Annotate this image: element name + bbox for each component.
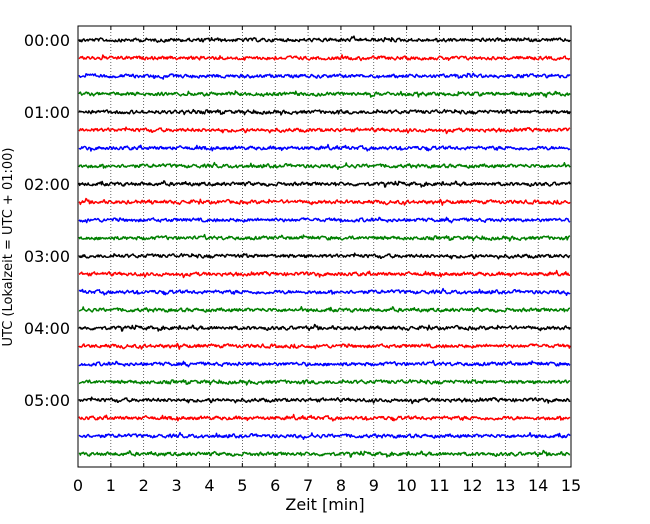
seismogram-trace-0030	[78, 72, 571, 80]
x-tick-label: 14	[528, 476, 548, 495]
y-axis-label: UTC (Lokalzeit = UTC + 01:00)	[1, 148, 16, 347]
seismogram-trace-0145	[78, 161, 571, 170]
seismogram-trace-0500	[78, 396, 571, 405]
seismogram-trace-0115	[78, 126, 571, 135]
trace-layer	[78, 35, 571, 458]
y-tick-label: 01:00	[24, 103, 70, 122]
seismogram-trace-0015	[78, 54, 571, 62]
y-tick-label: 00:00	[24, 31, 70, 50]
x-tick-label: 5	[237, 476, 247, 495]
y-tick-label: 04:00	[24, 319, 70, 338]
seismogram-trace-0330	[78, 287, 571, 296]
x-tick-label: 13	[495, 476, 515, 495]
seismogram-trace-0445	[78, 378, 571, 386]
x-tick-label: 0	[73, 476, 83, 495]
seismogram-trace-0245	[78, 233, 571, 242]
y-tick-label: 02:00	[24, 175, 70, 194]
x-tick-label: 6	[270, 476, 280, 495]
seismogram-trace-0345	[78, 306, 571, 313]
seismogram-trace-0530	[78, 431, 571, 440]
seismogram-trace-0215	[78, 197, 571, 206]
x-axis-ticks: 0 1 2 3 4 5 6 7 8 9 10 11 12 13 14 15	[73, 26, 581, 495]
seismogram-trace-0515	[78, 413, 571, 422]
x-tick-label: 9	[369, 476, 379, 495]
x-tick-label: 10	[396, 476, 416, 495]
plot-frame	[77, 25, 572, 468]
seismogram-trace-0200	[78, 180, 571, 188]
seismogram-trace-0230	[78, 216, 571, 224]
x-axis-label: Zeit [min]	[285, 495, 364, 514]
x-tick-label: 7	[303, 476, 313, 495]
seismogram-trace-0315	[78, 269, 571, 279]
x-tick-label: 4	[204, 476, 214, 495]
y-tick-label: 05:00	[24, 391, 70, 410]
seismogram-trace-0545	[78, 449, 571, 458]
y-axis-ticks: 00:00 01:00 02:00 03:00 04:00 05:00	[24, 31, 82, 410]
seismogram-trace-0400	[78, 323, 571, 332]
seismogram-trace-0045	[78, 90, 571, 98]
y-tick-label: 03:00	[24, 247, 70, 266]
x-tick-label: 8	[336, 476, 346, 495]
seismogram-trace-0100	[78, 108, 571, 116]
seismogram-trace-0300	[78, 252, 571, 260]
x-tick-label: 3	[172, 476, 182, 495]
seismogram-trace-0130	[78, 143, 571, 152]
x-tick-label: 2	[139, 476, 149, 495]
seismogram-trace-0415	[78, 342, 571, 350]
seismogram-trace-0000	[78, 35, 571, 43]
seismogram-trace-0430	[78, 359, 571, 368]
x-tick-label: 15	[561, 476, 581, 495]
x-tick-label: 11	[429, 476, 449, 495]
x-tick-label: 12	[462, 476, 482, 495]
x-tick-label: 1	[106, 476, 116, 495]
